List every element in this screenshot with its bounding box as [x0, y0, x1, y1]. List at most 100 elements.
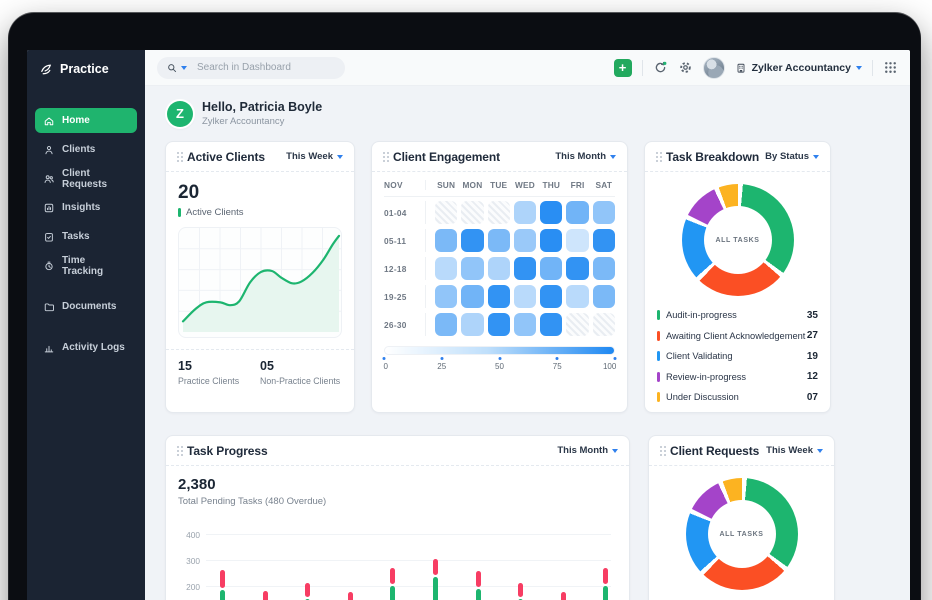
gridline	[206, 560, 611, 561]
greeting-subtitle: Zylker Accountancy	[202, 116, 285, 127]
heatmap-day-header: WED	[515, 180, 535, 190]
bar-segment-pink	[603, 568, 609, 585]
heatmap-cell-empty	[461, 201, 484, 224]
bar-segment-green	[603, 586, 609, 600]
bar-segment-pink	[305, 582, 311, 598]
client-requests-donut-chart: ALL TASKS	[685, 478, 798, 590]
greeting: Z Hello, Patricia Boyle Zylker Accountan…	[167, 100, 910, 127]
gridline	[206, 534, 611, 535]
refresh-icon[interactable]	[653, 60, 668, 75]
chevron-down-icon	[612, 448, 618, 453]
heatmap-cell-empty	[487, 201, 510, 224]
sidebar-item-insights[interactable]: Insights	[35, 195, 137, 220]
card-title: Client Engagement	[393, 149, 500, 164]
divider	[872, 59, 873, 76]
heatmap-row-label: 19-25	[384, 285, 426, 308]
heatmap-cell	[566, 201, 589, 224]
org-selector[interactable]: Zylker Accountancy	[735, 62, 862, 74]
org-caret-icon	[856, 65, 862, 70]
y-axis-tick-label: 300	[186, 556, 200, 566]
chevron-down-icon	[813, 154, 819, 159]
legend-value: 27	[806, 330, 818, 342]
active-clients-trend-chart	[178, 227, 342, 338]
tasks-icon	[43, 231, 55, 243]
heatmap-day-header: SUN	[437, 180, 456, 190]
drag-handle-icon[interactable]	[656, 151, 658, 154]
sidebar-item-documents[interactable]: Documents	[35, 294, 137, 319]
sidebar-item-activity-logs[interactable]: Activity Logs	[35, 335, 137, 360]
user-avatar[interactable]	[702, 56, 725, 79]
period-select-task-progress[interactable]: This Month	[557, 445, 618, 456]
add-button[interactable]: +	[613, 58, 632, 77]
bar-segment-pink	[220, 570, 225, 589]
donut-center-label: ALL TASKS	[715, 236, 760, 244]
sidebar-item-label: Time Tracking	[62, 254, 104, 277]
sidebar-item-time-tracking[interactable]: Time Tracking	[35, 253, 137, 278]
status-select-task-breakdown[interactable]: By Status	[765, 151, 819, 162]
active-clients-count: 20	[178, 182, 200, 203]
sidebar-item-home[interactable]: Home	[35, 108, 137, 133]
practice-clients-count: 15	[178, 359, 192, 373]
heatmap-cell	[540, 201, 563, 224]
card-task-progress: Task Progress This Month 2,380 Total Pen…	[165, 435, 630, 600]
legend-label: Under Discussion	[666, 392, 739, 403]
divider	[641, 59, 643, 76]
legend-row: Under Discussion 07	[657, 387, 818, 408]
apps-grid-icon[interactable]	[883, 60, 898, 75]
gear-icon[interactable]	[678, 60, 693, 75]
card-task-breakdown: Task Breakdown By Status ALL TASKS	[644, 141, 831, 413]
period-select-client-engagement[interactable]: This Month	[555, 151, 616, 162]
legend-bullet-icon	[657, 371, 660, 382]
topbar: Search in Dashboard +	[145, 50, 910, 86]
heatmap-gradient-bar	[384, 346, 615, 355]
period-select-active-clients[interactable]: This Week	[286, 151, 343, 162]
client-requests-legend: Completed 35	[649, 590, 834, 600]
card-title: Task Progress	[187, 443, 268, 458]
drag-handle-icon[interactable]	[660, 445, 662, 448]
legend-value: 35	[806, 309, 818, 321]
sidebar: Practice Home Clients Client Requests Insig…	[27, 50, 145, 600]
card-title: Active Clients	[187, 149, 265, 164]
drag-handle-icon[interactable]	[177, 151, 179, 154]
card-title: Client Requests	[670, 443, 760, 458]
search-input[interactable]: Search in Dashboard	[157, 56, 345, 79]
heatmap-day-header: MON	[462, 180, 483, 190]
org-avatar: Z	[167, 100, 193, 127]
sidebar-item-client-requests[interactable]: Client Requests	[35, 166, 137, 191]
heatmap-day-header: SAT	[595, 180, 613, 190]
y-axis-tick-label: 400	[186, 530, 200, 540]
chevron-down-icon	[817, 448, 823, 453]
search-scope-caret-icon[interactable]	[181, 65, 187, 70]
sidebar-item-clients[interactable]: Clients	[35, 137, 137, 162]
heatmap-cell-empty	[592, 313, 615, 336]
heatmap-cell	[513, 285, 537, 308]
legend-row: Client Validating 19	[657, 346, 818, 367]
card-active-clients: Active Clients This Week 20 A	[165, 141, 355, 413]
sidebar-nav: Home Clients Client Requests Insights Tasks T…	[27, 104, 145, 364]
heatmap-cell	[435, 313, 458, 336]
sidebar-item-tasks[interactable]: Tasks	[35, 224, 137, 249]
donut-center-label: ALL TASKS	[719, 530, 764, 538]
time-tracking-icon	[43, 260, 55, 272]
heatmap-row-label: 01-04	[384, 201, 426, 224]
main-area: Search in Dashboard +	[145, 50, 910, 600]
gridline	[206, 586, 611, 587]
home-icon	[43, 115, 55, 127]
building-icon	[737, 63, 745, 73]
cards-row-1: Active Clients This Week 20 A	[165, 141, 910, 413]
period-select-client-requests[interactable]: This Week	[766, 445, 823, 456]
heatmap-day-header: FRI	[570, 180, 585, 190]
brand: Practice	[27, 50, 145, 88]
drag-handle-icon[interactable]	[383, 151, 385, 154]
drag-handle-icon[interactable]	[177, 445, 179, 448]
bar-segment-pink	[560, 591, 566, 600]
sidebar-item-label: Home	[62, 115, 90, 126]
tablet-device-frame: Practice Home Clients Client Requests Insig…	[8, 12, 921, 600]
legend-value: 07	[806, 391, 818, 403]
engagement-heatmap: NOV SUN MON TUE WED THU FRI SAT 01-04 05-11 12-18 1…	[384, 180, 615, 336]
clients-icon	[43, 144, 55, 156]
card-title: Task Breakdown	[666, 149, 760, 164]
legend-row: Awaiting Client Acknowledgement 27	[657, 326, 818, 347]
search-placeholder: Search in Dashboard	[197, 62, 291, 73]
